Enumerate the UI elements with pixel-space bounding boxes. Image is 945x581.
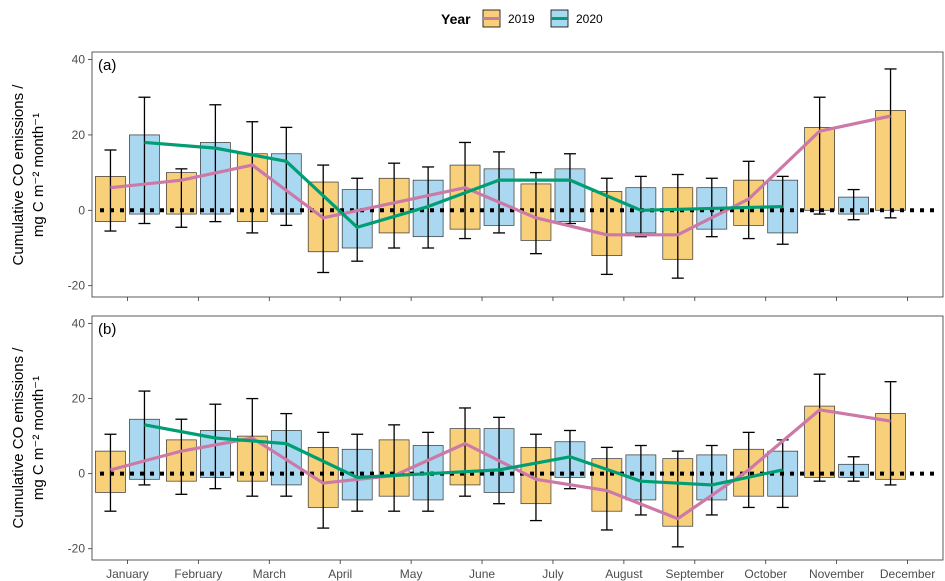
y-tick-label: 0 bbox=[78, 203, 85, 217]
mean-line-2020 bbox=[144, 140, 783, 229]
panel-a: -20 0 20 40 (a) bbox=[68, 51, 944, 301]
y-axis-title-a-line1: Cumulative CO emissions / bbox=[10, 84, 27, 266]
x-tick-label: June bbox=[469, 567, 495, 581]
y-axis-title-b: Cumulative CO emissions / mg C m⁻² month… bbox=[10, 347, 47, 529]
x-tick-label: August bbox=[605, 567, 643, 581]
x-tick-label: January bbox=[106, 567, 149, 581]
legend-label-2020: 2020 bbox=[576, 12, 603, 26]
x-tick-label: February bbox=[174, 567, 222, 581]
x-tick-label: December bbox=[880, 567, 935, 581]
y-tick-label: 40 bbox=[72, 317, 86, 331]
y-axis-title-b-line2: mg C m⁻² month⁻¹ bbox=[30, 376, 47, 500]
x-tick-label: October bbox=[744, 567, 787, 581]
legend: Year 2019 2020 bbox=[441, 9, 603, 28]
panel-label: (b) bbox=[98, 321, 116, 338]
y-tick-label: 0 bbox=[78, 467, 85, 481]
y-axis-title-a-line2: mg C m⁻² month⁻¹ bbox=[30, 113, 47, 237]
legend-label-2019: 2019 bbox=[508, 12, 535, 26]
x-tick-label: May bbox=[400, 567, 423, 581]
x-tick-label: March bbox=[253, 567, 286, 581]
mean-line-2019 bbox=[110, 114, 891, 237]
y-axis-title-b-line1: Cumulative CO emissions / bbox=[10, 347, 27, 529]
x-tick-label: July bbox=[542, 567, 563, 581]
x-tick-label: April bbox=[328, 567, 352, 581]
y-tick-label: 20 bbox=[72, 128, 86, 142]
panel-label: (a) bbox=[98, 57, 116, 74]
panel-b: -20 0 20 40 January February March April May June… bbox=[68, 315, 944, 581]
y-tick-label: -20 bbox=[68, 279, 86, 293]
y-tick-label: 40 bbox=[72, 53, 86, 67]
mean-line-2020 bbox=[144, 423, 784, 487]
y-tick-label: 20 bbox=[72, 392, 86, 406]
x-tick-label: September bbox=[665, 567, 724, 581]
y-tick-label: -20 bbox=[68, 542, 86, 556]
legend-title: Year bbox=[441, 11, 471, 27]
plot-frame bbox=[91, 51, 944, 298]
x-tick-label: November bbox=[809, 567, 864, 581]
y-axis-title-a: Cumulative CO emissions / mg C m⁻² month… bbox=[10, 84, 47, 266]
